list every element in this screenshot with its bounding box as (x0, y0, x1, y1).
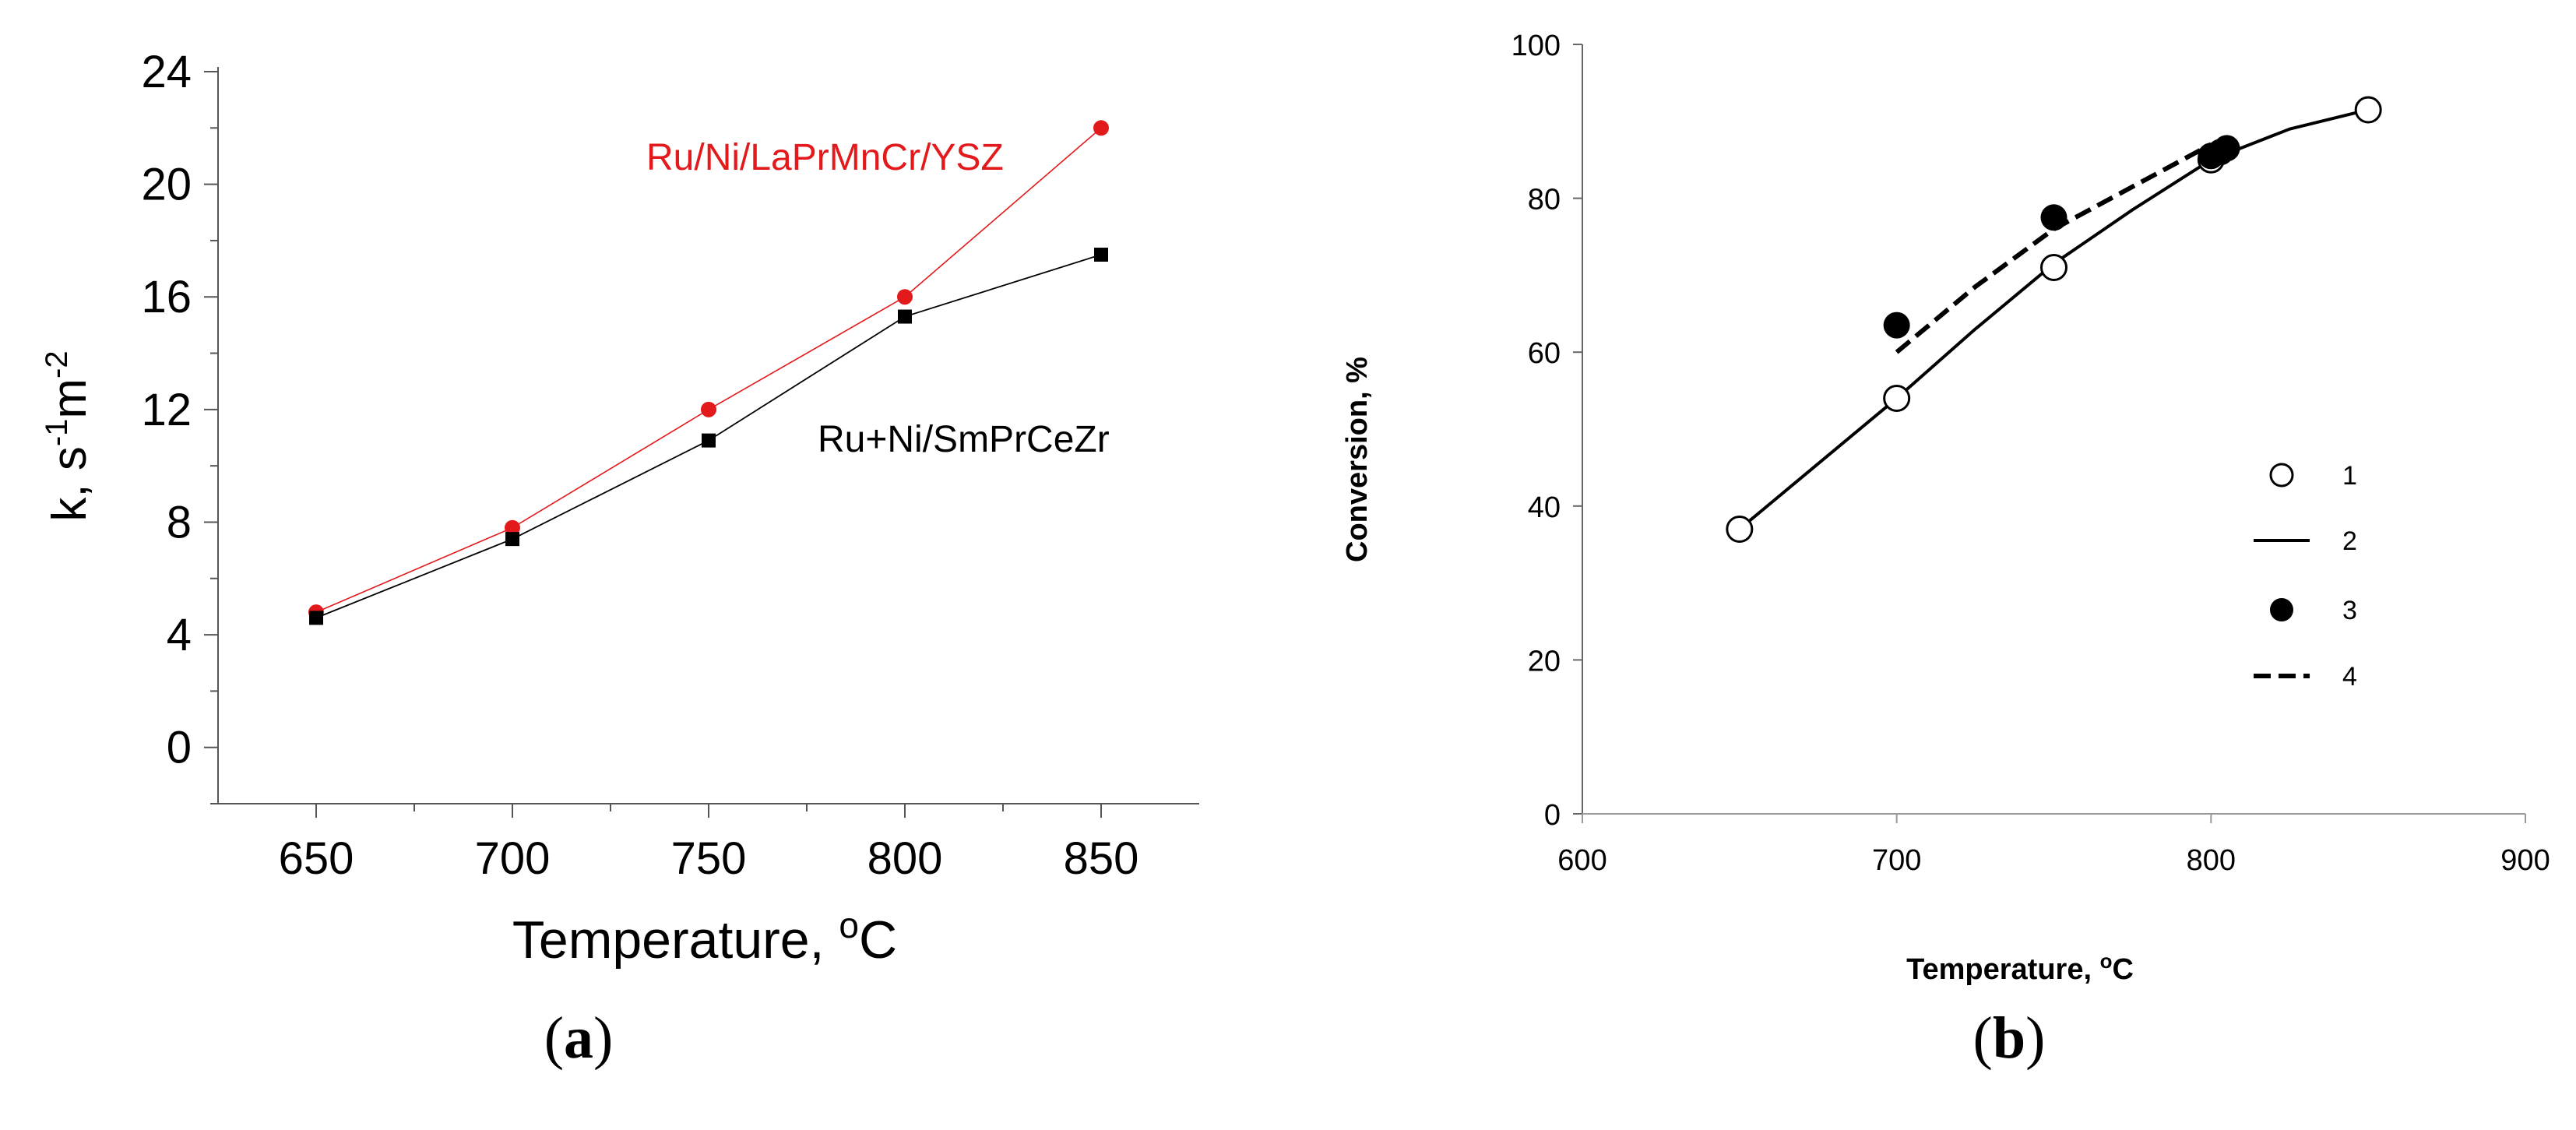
y-tick-label: 20 (1528, 645, 1561, 678)
x-tick-label: 600 (1557, 844, 1606, 877)
y-tick-label: 40 (1528, 491, 1561, 524)
x-axis-label-text: Temperature, (512, 910, 839, 970)
legend-marker-open-circle (2269, 463, 2294, 488)
y-tick-label: 12 (141, 385, 192, 435)
y-tick-label: 0 (1544, 799, 1561, 832)
data-point (309, 611, 323, 625)
panel-label-close-paren: ) (593, 1005, 614, 1071)
data-point-filled (2213, 135, 2240, 162)
x-axis-label-text: Temperature, (1906, 953, 2099, 986)
y-tick-label: 24 (141, 47, 192, 97)
legend-label: 2 (2342, 526, 2357, 556)
x-tick-label: 900 (2500, 844, 2550, 877)
x-tick-label: 800 (867, 833, 943, 884)
legend-label: 4 (2342, 662, 2357, 692)
panel-label-a-letter: a (564, 1005, 593, 1071)
data-point-open (2040, 254, 2067, 282)
x-axis-label: Temperature, oC (1906, 949, 2134, 986)
x-tick-label: 750 (671, 833, 747, 884)
panel-label-open-paren: ( (1972, 1005, 1993, 1071)
y-axis-label-sup: -1 (40, 419, 74, 447)
data-point-open (1726, 515, 1754, 543)
y-tick-label: 20 (141, 160, 192, 210)
legend-label: 1 (2342, 461, 2357, 491)
panel-label-b: (b) (1931, 1005, 2087, 1072)
series-line-dashed (1895, 142, 2212, 354)
x-axis-label-sup: o (839, 905, 859, 945)
data-point (701, 401, 716, 417)
data-point-filled (1883, 312, 1910, 339)
series-label: Ru/Ni/LaPrMnCr/YSZ (646, 137, 1004, 178)
data-point-open (1883, 384, 1911, 412)
x-axis-label-sup: o (2100, 949, 2113, 973)
panel-label-open-paren: ( (544, 1005, 564, 1071)
y-axis-label: Conversion, % (1341, 357, 1374, 562)
series-line (315, 127, 1102, 613)
data-point-open (2354, 96, 2382, 124)
panel-label-a: (a) (501, 1005, 656, 1072)
y-tick-label: 4 (167, 610, 192, 660)
y-tick-label: 16 (141, 272, 192, 322)
x-tick-label: 800 (2187, 844, 2236, 877)
y-tick-label: 0 (167, 723, 192, 773)
data-point (505, 519, 520, 536)
x-tick-label: 850 (1064, 833, 1139, 884)
y-axis-label-unit: m (43, 378, 97, 419)
y-axis-label: k, s-1m-2 (40, 350, 97, 521)
y-tick-label: 8 (167, 497, 192, 547)
y-axis-label-sup: -2 (40, 350, 74, 378)
data-point (1093, 120, 1109, 136)
y-tick-label: 60 (1528, 337, 1561, 370)
chart-a: 0 4 8 12 16 20 24 650 700 750 800 850 Temperature, o… (40, 47, 1199, 970)
data-point (702, 433, 716, 448)
x-axis-label: Temperature, oC (512, 905, 897, 970)
x-tick-label: 700 (1872, 844, 1921, 877)
panel-label-b-letter: b (1992, 1005, 2026, 1071)
y-tick-label: 100 (1511, 30, 1561, 62)
data-point (1094, 248, 1108, 262)
x-tick-label: 650 (279, 833, 354, 884)
data-point-filled (2040, 204, 2067, 231)
data-point (897, 289, 913, 305)
data-point (898, 309, 912, 324)
data-point (505, 532, 519, 547)
y-tick-label: 80 (1528, 184, 1561, 216)
series-label: Ru+Ni/SmPrCeZr (818, 419, 1110, 460)
legend-label: 3 (2342, 596, 2357, 625)
x-axis-label-unit: C (859, 910, 897, 970)
x-axis-label-unit: C (2112, 953, 2133, 986)
legend-marker-filled-circle (2270, 598, 2293, 621)
panel-label-close-paren: ) (2025, 1005, 2046, 1071)
y-axis-label-text: k, s (43, 446, 97, 521)
x-tick-label: 700 (475, 833, 551, 884)
